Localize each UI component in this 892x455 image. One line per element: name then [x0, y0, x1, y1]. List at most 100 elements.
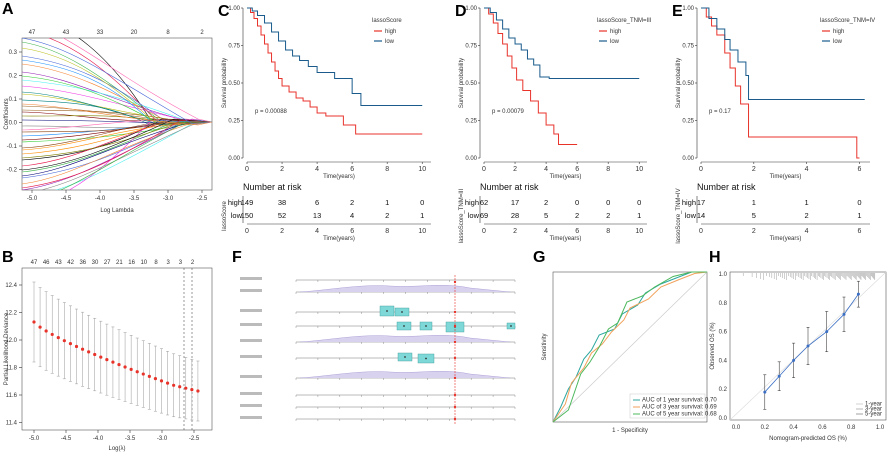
roc-legend [629, 393, 706, 419]
km-y-tick: 0.00 [228, 156, 240, 162]
cv-deviance-point [117, 362, 121, 367]
roc-legend-label: AUC of 1 year survival: 0.70 [642, 398, 717, 404]
panel-b-top-tick: 43 [55, 260, 62, 266]
panel-e: E 1.00 0.75 0.50 0.25 0.00 0 2 4 6 Time(years) Surv… [672, 3, 875, 244]
panel-a-x-ticks: -5.0 -4.5 -4.0 -3.5 -3.0 -2.5 [27, 190, 208, 202]
panel-h-x-tick: 0.6 [818, 425, 827, 431]
panel-b-y-ticks: 12.4 12.2 12.0 11.8 11.6 11.4 [5, 283, 22, 427]
coefficient-path [59, 121, 212, 190]
panel-label-f: F [232, 249, 242, 266]
coefficient-path [62, 38, 212, 123]
nomogram-row-label [240, 416, 262, 419]
km-curve-low [484, 7, 640, 79]
risk-x-tick: 0 [482, 228, 486, 235]
panel-b-top-tick: 3 [167, 260, 171, 266]
panel-label-h: H [709, 249, 721, 266]
coefficient-path [22, 41, 212, 123]
km-legend-low: low [385, 39, 395, 45]
cv-deviance-point [80, 347, 85, 351]
panel-h-y-tick: 0.4 [719, 358, 728, 364]
km-legend-high: high [833, 29, 844, 35]
km-legend-low: low [833, 39, 843, 45]
panel-b-y-tick: 11.4 [6, 421, 18, 427]
nomogram-row-label [240, 277, 262, 280]
calibration-point [806, 344, 810, 348]
cv-deviance-point [50, 332, 54, 337]
roc-curve-3-year [552, 271, 708, 423]
panel-h-y-ticks: 1.0 0.8 0.6 0.4 0.2 0.0 [719, 272, 728, 422]
risk-table-ylabel: lassoScore_TNM=IV [676, 188, 682, 243]
km-xlabel: Time(years) [770, 174, 802, 180]
risk-high-value: 2 [350, 198, 354, 207]
cv-deviance-point [32, 320, 36, 324]
risk-row-low-label: low [468, 211, 480, 220]
panel-a-y-tick: 0.2 [9, 74, 18, 80]
panel-h-frame [729, 271, 887, 421]
roc-curve-5-year [552, 271, 707, 423]
coefficient-path [22, 121, 212, 173]
risk-low-value: 28 [511, 211, 519, 220]
risk-xlabel: Time(years) [323, 236, 355, 242]
nomogram-row-label [240, 375, 262, 378]
panel-b-y-tick: 12.2 [5, 311, 17, 317]
coefficient-path [22, 121, 212, 159]
panel-b-top-tick: 21 [116, 260, 123, 266]
km-x-tick: 10 [635, 166, 643, 173]
cv-deviance-point [123, 365, 127, 369]
panel-b-y-tick: 11.8 [6, 366, 18, 372]
km-x-tick: 2 [752, 166, 756, 173]
panel-b-ylabel: Partial Likelihood Deviance [4, 312, 10, 385]
risk-high-value: 6 [315, 198, 319, 207]
nomogram-row-label [240, 289, 262, 292]
panel-h-x-tick: 1.0 [876, 425, 885, 431]
nomogram-row-label [240, 355, 262, 358]
nomogram-score-point [453, 324, 457, 328]
calibration-point [842, 312, 846, 316]
panel-label-c: C [218, 3, 230, 20]
panel-b-x-tick: -5.0 [29, 436, 40, 442]
panel-b-x-ticks: -5.0 -4.5 -4.0 -3.5 -3.0 -2.5 [29, 430, 200, 442]
risk-low-value: 1 [637, 211, 641, 220]
nomogram-density [299, 335, 511, 343]
risk-high-value: 38 [278, 198, 286, 207]
km-y-tick: 0.00 [682, 156, 694, 162]
km-legend-title: lassoScore [372, 18, 402, 24]
risk-xlabel: Time(years) [770, 236, 802, 242]
panel-a-y-tick: -0.1 [7, 144, 18, 150]
panel-a-y-tick: 0.3 [9, 50, 18, 56]
km-x-tick: 10 [418, 166, 426, 173]
panel-b-x-tick: -2.5 [189, 436, 200, 442]
coefficient-path [48, 38, 212, 123]
calibration-point [763, 390, 767, 394]
risk-low-value: 69 [480, 211, 488, 220]
risk-x-tick: 4 [315, 228, 319, 235]
risk-high-value: 2 [544, 198, 548, 207]
km-pvalue: p = 0.00079 [492, 109, 525, 115]
risk-x-tick: 2 [513, 228, 517, 235]
cv-deviance-point [68, 342, 73, 346]
panel-a-x-tick: -4.5 [61, 196, 72, 202]
cv-deviance-point [159, 379, 164, 383]
cv-deviance-point [129, 367, 133, 371]
panel-h-x-tick: 0.8 [847, 425, 856, 431]
cv-deviance-point [87, 350, 91, 354]
km-y-tick: 0.25 [228, 119, 240, 125]
cv-deviance-point [147, 374, 151, 378]
panel-a-frame [21, 37, 213, 191]
risk-xlabel: Time(years) [550, 236, 582, 242]
calibration-legend-label: 3-year [865, 407, 882, 413]
panel-label-e: E [672, 3, 683, 20]
nomogram-score-point [453, 356, 457, 360]
panel-b-top-tick: 30 [92, 260, 99, 266]
nomogram [240, 275, 516, 425]
km-y-tick: 0.50 [465, 81, 477, 87]
cv-deviance-point [93, 352, 97, 357]
km-x-tick: 8 [385, 166, 389, 173]
cv-deviance-point [135, 370, 139, 374]
nomogram-density [299, 371, 511, 379]
km-x-tick: 0 [482, 166, 486, 173]
nomogram-row-label [240, 323, 262, 326]
panel-a-top-tick: 33 [97, 30, 104, 36]
